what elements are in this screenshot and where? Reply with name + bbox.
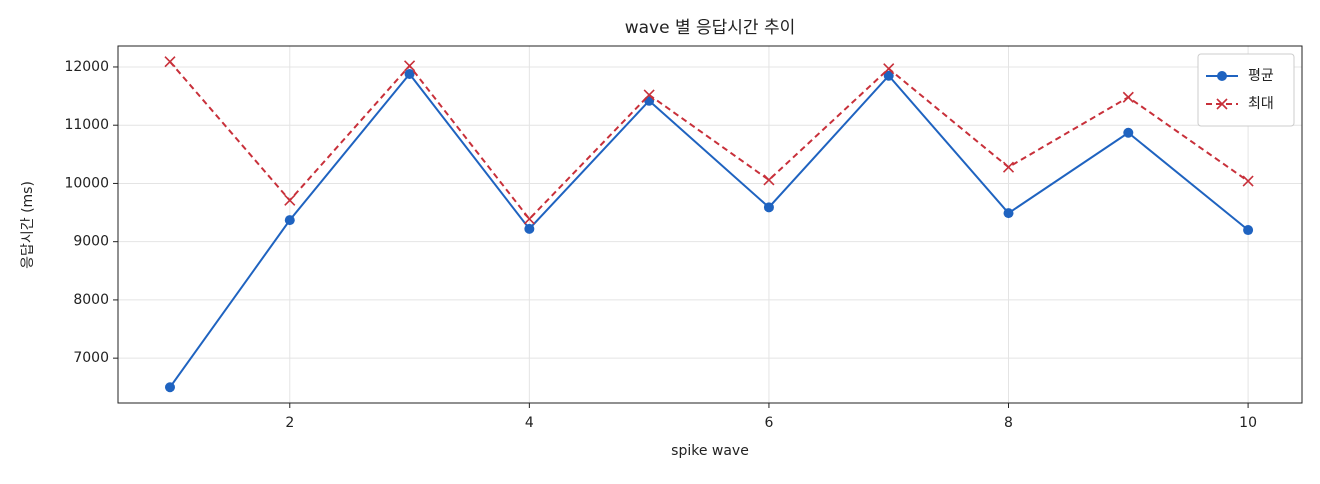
marker-stroke: [763, 174, 775, 186]
marker: [164, 56, 176, 68]
marker-stroke: [284, 194, 296, 206]
marker: [1123, 127, 1134, 138]
marker: [883, 70, 894, 81]
y-tick-label: 9000: [73, 234, 109, 250]
marker: [1002, 161, 1015, 173]
marker: [404, 68, 415, 79]
marker-stroke: [1122, 91, 1134, 103]
marker-stroke: [1216, 98, 1228, 110]
legend-box: [1197, 53, 1295, 127]
y-tick-label: 8000: [73, 292, 109, 308]
marker: [1217, 71, 1227, 81]
marker: [763, 174, 775, 186]
x-tick-label: 10: [1239, 415, 1257, 431]
plot-frame: [117, 45, 1303, 404]
marker: [1216, 98, 1228, 110]
marker: [1003, 208, 1014, 219]
marker-stroke: [883, 63, 895, 75]
marker: [643, 89, 655, 101]
marker: [1243, 225, 1254, 236]
chart-title: wave 별 응답시간 추이: [625, 18, 796, 38]
y-tick-label: 12000: [64, 59, 109, 75]
marker: [404, 60, 416, 72]
y-tick-label: 10000: [64, 175, 109, 191]
x-tick-label: 8: [1004, 415, 1013, 431]
x-tick-label: 6: [764, 415, 773, 431]
marker: [1122, 91, 1134, 103]
marker-stroke: [1242, 175, 1254, 187]
x-tick-label: 2: [285, 415, 294, 431]
marker: [524, 223, 535, 234]
marker-stroke: [643, 89, 655, 101]
marker: [284, 215, 295, 226]
marker: [763, 202, 774, 213]
legend-label: 평균: [1248, 68, 1274, 84]
x-tick-label: 4: [525, 415, 534, 431]
marker: [1242, 175, 1254, 187]
marker-stroke: [523, 213, 535, 225]
y-tick-label: 7000: [73, 350, 109, 366]
marker: [164, 382, 175, 393]
y-axis-label: 응답시간 (ms): [20, 181, 36, 269]
marker-stroke: [164, 56, 176, 68]
marker: [284, 194, 296, 206]
marker: [883, 63, 895, 75]
line: [169, 61, 1249, 221]
marker-stroke: [1002, 161, 1015, 173]
legend-label: 최대: [1248, 96, 1274, 112]
line: [169, 72, 1249, 388]
marker-stroke: [404, 60, 416, 72]
marker: [523, 213, 535, 225]
x-axis-label: spike wave: [671, 443, 749, 459]
y-tick-label: 11000: [64, 117, 109, 133]
